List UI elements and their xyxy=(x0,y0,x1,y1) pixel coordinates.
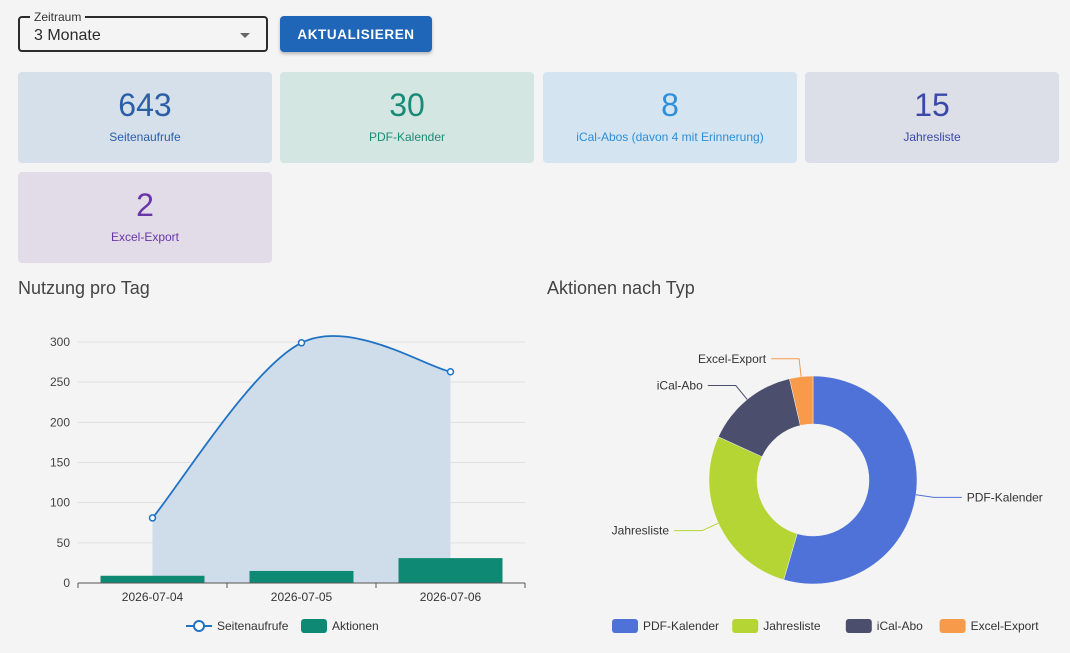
x-tick-label: 2026-07-05 xyxy=(271,590,333,604)
y-tick-label: 250 xyxy=(50,375,70,389)
legend-label: PDF-Kalender xyxy=(643,619,719,633)
slice-label: iCal-Abo xyxy=(657,379,703,393)
stat-label: PDF-Kalender xyxy=(368,130,446,144)
zeitraum-label: Zeitraum xyxy=(30,10,86,24)
stat-value: 30 xyxy=(389,87,425,123)
aktionen-bar xyxy=(100,575,205,583)
legend-seitenaufrufe-icon xyxy=(193,620,205,632)
legend-icon xyxy=(732,619,759,633)
daily-usage-chart: 0 50 100 150 200 250 300 2026-07-04 2026-07-05 20… xyxy=(50,335,526,633)
y-tick-label: 100 xyxy=(50,496,70,510)
legend-icon xyxy=(939,619,966,633)
slice-label: Jahresliste xyxy=(612,524,670,538)
leader-line xyxy=(674,522,719,532)
legend-label: iCal-Abo xyxy=(877,619,923,633)
y-tick-label: 50 xyxy=(57,536,71,550)
legend-label: Excel-Export xyxy=(971,619,1040,633)
x-tick-label: 2026-07-04 xyxy=(122,590,184,604)
stat-value: 8 xyxy=(661,87,679,123)
aktionen-bar xyxy=(398,558,503,583)
legend-aktionen-label: Aktionen xyxy=(332,619,379,633)
y-tick-label: 150 xyxy=(50,456,70,470)
stat-label: iCal-Abos (davon 4 mit Erinnerung) xyxy=(576,130,764,144)
slice-pdf-kalender xyxy=(783,375,918,585)
stat-label: Jahresliste xyxy=(903,130,961,144)
stat-card-excel-export: 2 Excel-Export xyxy=(18,172,272,263)
seitenaufrufe-area xyxy=(152,335,451,583)
refresh-button[interactable]: AKTUALISIEREN xyxy=(280,16,432,52)
actions-by-type-title: Aktionen nach Typ xyxy=(547,278,695,298)
zeitraum-value: 3 Monate xyxy=(34,27,101,44)
slice-label: Excel-Export xyxy=(698,352,767,366)
slice-jahresliste xyxy=(708,436,798,581)
stat-value: 15 xyxy=(914,87,950,123)
slice-label: PDF-Kalender xyxy=(967,490,1043,504)
slice-excel-export xyxy=(789,375,814,426)
stat-card-pdf-kalender: 30 PDF-Kalender xyxy=(280,72,534,163)
seitenaufrufe-point xyxy=(446,367,455,376)
leader-line xyxy=(915,494,962,498)
daily-usage-title: Nutzung pro Tag xyxy=(18,278,150,298)
legend-aktionen-icon xyxy=(301,619,327,633)
zeitraum-select[interactable]: Zeitraum 3 Monate xyxy=(18,10,268,52)
stat-card-seitenaufrufe: 643 Seitenaufrufe xyxy=(18,72,272,163)
stat-card-ical-abos: 8 iCal-Abos (davon 4 mit Erinnerung) xyxy=(543,72,797,163)
legend-label: Jahresliste xyxy=(763,619,821,633)
stat-card-jahresliste: 15 Jahresliste xyxy=(805,72,1059,163)
stat-value: 643 xyxy=(118,87,172,123)
y-tick-label: 300 xyxy=(50,335,70,349)
stat-label: Excel-Export xyxy=(110,230,180,244)
seitenaufrufe-point xyxy=(148,514,157,522)
seitenaufrufe-point xyxy=(297,339,306,347)
y-tick-label: 0 xyxy=(63,576,70,590)
stat-value: 2 xyxy=(136,187,154,223)
legend-seitenaufrufe-label: Seitenaufrufe xyxy=(217,619,289,633)
leader-line xyxy=(771,358,802,377)
y-tick-label: 200 xyxy=(50,415,70,429)
legend-icon xyxy=(612,619,638,633)
x-tick-label: 2026-07-06 xyxy=(420,590,482,604)
aktionen-bar xyxy=(249,570,354,583)
chevron-down-icon xyxy=(240,33,250,38)
stat-label: Seitenaufrufe xyxy=(109,130,181,144)
leader-line xyxy=(707,385,748,400)
legend-icon xyxy=(845,619,872,633)
actions-by-type-chart: PDF-Kalender Jahresliste iCal-Abo Excel-Exp… xyxy=(612,352,1043,633)
